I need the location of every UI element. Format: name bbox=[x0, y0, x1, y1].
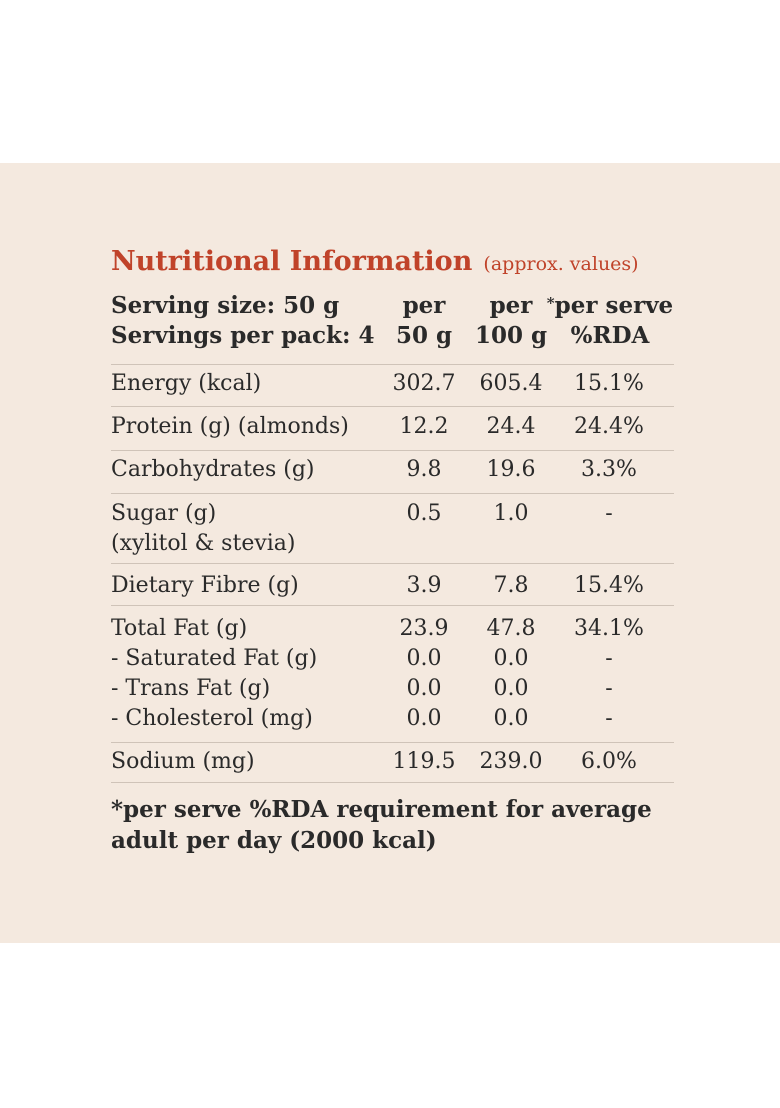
value-per-50g: 0.0 bbox=[406, 706, 442, 731]
column-header-per-100g-line1: per bbox=[489, 292, 533, 319]
value-per-100g: 0.0 bbox=[493, 646, 529, 671]
value-per-100g: 19.6 bbox=[486, 457, 536, 482]
value-per-100g: 47.8 bbox=[486, 616, 536, 641]
value-per-50g: 0.0 bbox=[406, 676, 442, 701]
rda-asterisk: * bbox=[546, 294, 555, 312]
value-per-50g: 3.9 bbox=[406, 573, 442, 598]
value-per-100g: 0.0 bbox=[493, 676, 529, 701]
title-subtitle: (approx. values) bbox=[483, 253, 639, 275]
nutrient-label: Sodium (mg) bbox=[111, 749, 255, 774]
value-rda: 34.1% bbox=[574, 616, 644, 641]
divider bbox=[111, 364, 674, 365]
divider bbox=[111, 782, 674, 783]
value-rda: 24.4% bbox=[574, 414, 644, 439]
value-per-100g: 7.8 bbox=[493, 573, 529, 598]
column-header-rda: *per serve %RDA bbox=[544, 291, 676, 351]
serving-info: Serving size: 50 g Servings per pack: 4 bbox=[111, 291, 375, 351]
value-per-50g: 9.8 bbox=[406, 457, 442, 482]
value-per-50g: 12.2 bbox=[399, 414, 449, 439]
value-rda: - bbox=[605, 501, 613, 526]
column-header-per-50g-line2: 50 g bbox=[395, 322, 453, 349]
value-rda: - bbox=[605, 676, 613, 701]
divider bbox=[111, 742, 674, 743]
value-rda: 15.4% bbox=[574, 573, 644, 598]
value-per-100g: 0.0 bbox=[493, 706, 529, 731]
value-per-100g: 605.4 bbox=[479, 371, 543, 396]
column-header-per-100g-line2: 100 g bbox=[474, 322, 548, 349]
value-rda: - bbox=[605, 646, 613, 671]
title-row: Nutritional Information (approx. values) bbox=[111, 246, 639, 277]
value-per-50g: 119.5 bbox=[392, 749, 456, 774]
nutrition-panel bbox=[0, 163, 780, 943]
divider bbox=[111, 406, 674, 407]
nutrient-label: - Cholesterol (mg) bbox=[111, 706, 313, 731]
footnote: *per serve %RDA requirement for average … bbox=[111, 796, 652, 854]
nutrient-label: Carbohydrates (g) bbox=[111, 457, 315, 482]
nutrient-label: Dietary Fibre (g) bbox=[111, 573, 299, 598]
page-title: Nutritional Information bbox=[111, 246, 473, 277]
value-per-100g: 239.0 bbox=[479, 749, 543, 774]
value-rda: 3.3% bbox=[581, 457, 637, 482]
value-per-50g: 23.9 bbox=[399, 616, 449, 641]
divider bbox=[111, 450, 674, 451]
nutrient-label: Protein (g) (almonds) bbox=[111, 414, 349, 439]
divider bbox=[111, 563, 674, 564]
value-per-50g: 0.5 bbox=[406, 501, 442, 526]
value-per-50g: 0.0 bbox=[406, 646, 442, 671]
value-rda: - bbox=[605, 706, 613, 731]
nutrient-label: Sugar (g) (xylitol & stevia) bbox=[111, 499, 296, 559]
value-per-100g: 24.4 bbox=[486, 414, 536, 439]
column-header-per-50g-line1: per bbox=[402, 292, 446, 319]
value-rda: 6.0% bbox=[581, 749, 637, 774]
nutrient-label: - Trans Fat (g) bbox=[111, 676, 271, 701]
divider bbox=[111, 605, 674, 606]
nutrient-label-line1: Sugar (g) bbox=[111, 501, 217, 526]
column-header-per-50g: per 50 g bbox=[379, 291, 469, 351]
value-rda: 15.1% bbox=[574, 371, 644, 396]
value-per-50g: 302.7 bbox=[392, 371, 456, 396]
column-header-per-100g: per 100 g bbox=[466, 291, 556, 351]
nutrient-label-line2: (xylitol & stevia) bbox=[111, 531, 296, 556]
serving-size: Serving size: 50 g bbox=[111, 292, 340, 319]
divider bbox=[111, 493, 674, 494]
column-header-rda-line1: *per serve bbox=[544, 291, 676, 321]
rda-per-serve: per serve bbox=[554, 292, 674, 319]
nutrient-label: Total Fat (g) bbox=[111, 616, 248, 641]
nutrient-label: Energy (kcal) bbox=[111, 371, 262, 396]
value-per-100g: 1.0 bbox=[493, 501, 529, 526]
servings-per-pack: Servings per pack: 4 bbox=[111, 322, 375, 349]
nutrient-label: - Saturated Fat (g) bbox=[111, 646, 318, 671]
column-header-rda-line2: %RDA bbox=[570, 322, 650, 349]
